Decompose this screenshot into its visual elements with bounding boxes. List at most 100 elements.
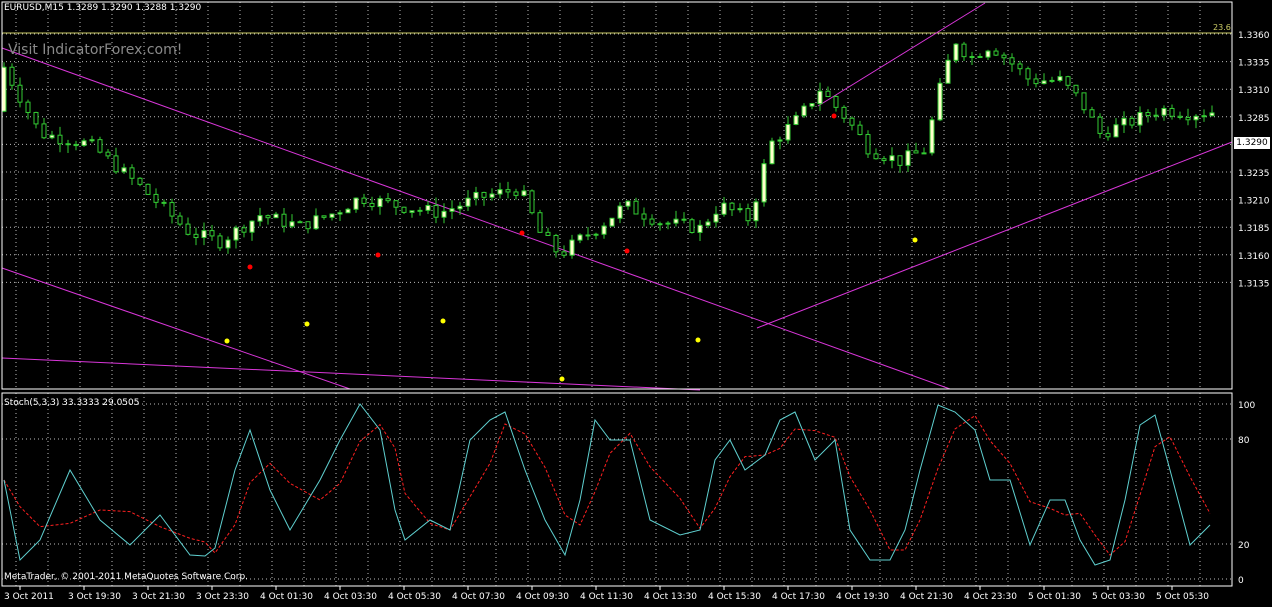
candle-body — [545, 231, 551, 236]
candle-body — [81, 140, 87, 146]
x-axis-tick: 4 Oct 07:30 — [452, 592, 505, 602]
candle-body — [41, 123, 47, 139]
candle-body — [233, 227, 239, 241]
candle-body — [305, 221, 311, 230]
candle-body — [1161, 107, 1167, 116]
candle-body — [177, 215, 183, 225]
copyright-footer: MetaTrader, © 2001-2011 MetaQuotes Softw… — [4, 572, 249, 582]
candle-body — [721, 202, 727, 215]
candle-body — [761, 163, 767, 203]
candle-body — [777, 139, 783, 142]
candle-body — [625, 200, 631, 207]
candle-body — [617, 205, 623, 219]
candle-body — [257, 215, 263, 222]
candle-body — [729, 202, 735, 211]
candle-body — [657, 223, 663, 226]
candle-body — [889, 155, 895, 162]
candle-body — [105, 151, 111, 157]
candle-body — [145, 183, 151, 195]
price-axis-tick: 1.3185 — [1238, 224, 1270, 234]
candle-body — [601, 225, 607, 235]
candle-body — [441, 210, 447, 218]
stoch-axis-tick: 100 — [1238, 401, 1255, 411]
candle-body — [1081, 92, 1087, 111]
candle-body — [737, 208, 743, 211]
candle-body — [25, 101, 31, 113]
fractal-up — [375, 252, 381, 258]
candle-body — [265, 215, 271, 219]
candle-body — [65, 143, 71, 146]
candle-body — [153, 193, 159, 203]
x-axis-tick: 5 Oct 05:30 — [1156, 592, 1209, 602]
x-axis-tick: 4 Oct 11:30 — [580, 592, 633, 602]
trendline — [817, 2, 986, 107]
price-axis-tick: 1.3235 — [1238, 169, 1270, 179]
candle-body — [1153, 114, 1159, 117]
candle-body — [161, 201, 167, 204]
candle-body — [1017, 63, 1023, 70]
candle-body — [1001, 54, 1007, 59]
candle-body — [433, 204, 439, 218]
price-axis-tick: 1.3360 — [1238, 31, 1270, 41]
candle-body — [937, 82, 943, 121]
candle-body — [129, 167, 135, 179]
candle-body — [817, 90, 823, 105]
fractal-up — [624, 248, 630, 254]
candle-body — [513, 191, 519, 196]
candle-body — [385, 198, 391, 202]
grid — [2, 2, 1232, 586]
candle-body — [281, 213, 287, 227]
candle-body — [713, 213, 719, 223]
candle-body — [457, 205, 463, 210]
candle-body — [961, 43, 967, 58]
price-panel-frame — [1, 1, 1233, 390]
candle-body — [1089, 109, 1095, 118]
candle-body — [273, 213, 279, 219]
panel-frames — [1, 1, 1233, 587]
candle-body — [401, 206, 407, 213]
candle-body — [377, 198, 383, 208]
candle-body — [1193, 115, 1199, 121]
candle-body — [769, 140, 775, 165]
candle-body — [313, 215, 319, 230]
fractal-down — [224, 338, 230, 344]
candle-body — [1105, 132, 1111, 138]
candle-body — [465, 197, 471, 207]
candle-body — [185, 223, 191, 235]
x-axis-tick: 4 Oct 15:30 — [708, 592, 761, 602]
candle-body — [289, 221, 295, 227]
candle-body — [57, 134, 63, 145]
stoch-title: Stoch(5,3,3) 33.3333 29.0505 — [4, 398, 140, 408]
candle-body — [1129, 117, 1135, 126]
candle-body — [569, 239, 575, 256]
candle-body — [1097, 116, 1103, 134]
candle-body — [473, 191, 479, 199]
candle-body — [609, 217, 615, 227]
price-axis-tick: 1.3135 — [1238, 279, 1270, 289]
candle-body — [785, 123, 791, 141]
current-price-label: 1.3290 — [1234, 137, 1270, 149]
candle-body — [641, 213, 647, 220]
candle-body — [1185, 116, 1191, 121]
x-axis-tick: 3 Oct 21:30 — [132, 592, 185, 602]
candle-body — [977, 56, 983, 59]
candle-body — [409, 210, 415, 213]
fractal-down — [440, 318, 446, 324]
trendlines[interactable] — [1, 2, 1233, 391]
candle-body — [361, 197, 367, 204]
candle-body — [529, 190, 535, 214]
candle-body — [121, 167, 127, 173]
candle-body — [809, 103, 815, 107]
candle-body — [801, 105, 807, 117]
candle-body — [497, 189, 503, 195]
candlesticks — [1, 41, 1215, 259]
candle-body — [665, 222, 671, 225]
candle-body — [1209, 112, 1215, 117]
stochastic-lines — [3, 403, 1211, 566]
candle-body — [705, 221, 711, 226]
x-axis-tick: 3 Oct 23:30 — [196, 592, 249, 602]
candle-body — [217, 235, 223, 249]
candle-body — [193, 233, 199, 239]
